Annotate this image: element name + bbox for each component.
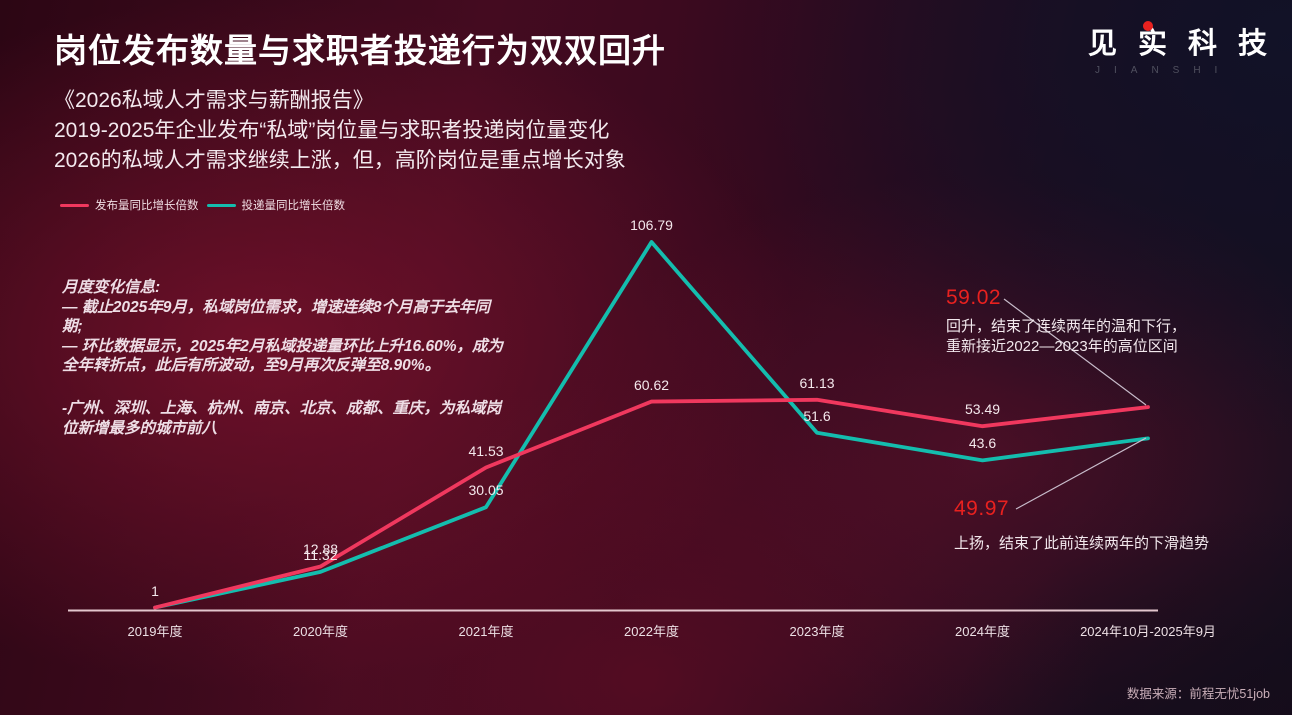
annotation-apply: 49.97 上扬，结束了此前连续两年的下滑趋势 [954,497,1209,554]
data-label: 43.6 [968,435,997,452]
logo-text: 见实科技 [1088,28,1289,60]
series-line-1 [153,240,1150,610]
x-tick-label: 2023年度 [789,624,845,639]
x-tick-label: 2021年度 [458,624,514,639]
cities-note: -广州、深圳、上海、杭州、南京、北京、成都、重庆，为私域岗位新增最多的城市前八 [62,400,502,437]
monthly-notes: 月度变化信息: — 截止2025年9月，私域岗位需求，增速连续8个月高于去年同期… [62,278,510,376]
annotation-publish: 59.02 回升，结束了连续两年的温和下行， 重新接近2022—2023年的高位… [946,286,1186,357]
subtitle-line-2: 2019-2025年企业发布“私域”岗位量与求职者投递岗位量变化 [54,119,610,142]
annotation-publish-text: 回升，结束了连续两年的温和下行， 重新接近2022—2023年的高位区间 [946,318,1187,355]
page-title: 岗位发布数量与求职者投递行为双双回升 [54,32,666,69]
data-label: 30.05 [468,482,504,499]
x-tick-label: 2022年度 [624,624,679,639]
data-label: 106.79 [630,217,673,234]
subtitle-line-1: 《2026私域人才需求与薪酬报告》 [54,89,374,112]
annotation-publish-value: 59.02 [946,286,1002,309]
x-tick-label: 2020年度 [293,624,348,639]
series-line-0 [153,397,1150,610]
legend-swatch-apply-icon [206,203,236,207]
x-tick-label: 2019年度 [127,624,183,639]
callout-line-publish [1003,298,1147,406]
subtitle-line-3: 2026的私域人才需求继续上涨，但，高阶岗位是重点增长对象 [54,149,626,172]
x-tick-label: 2024年度 [955,624,1010,639]
data-label: 51.6 [803,407,831,424]
data-label: 11.32 [303,546,338,563]
data-label: 53.49 [964,401,1001,418]
annotation-apply-value: 49.97 [954,497,1010,520]
monthly-notes-item-1: — 截止2025年9月，私域岗位需求，增速连续8个月高于去年同期; [62,298,491,336]
legend-item-apply: 投递量同比增长倍数 [206,197,346,213]
data-label: 61.13 [799,374,835,391]
data-label: 41.53 [468,442,504,459]
callout-line-apply [1015,437,1147,510]
subtitle-block: 《2026私域人才需求与薪酬报告》 2019-2025年企业发布“私域”岗位量与… [54,86,626,176]
monthly-notes-item-2: — 环比数据显示，2025年2月私域投递量环比上升16.60%，成为全年转折点，… [62,337,503,375]
data-label: 60.62 [633,376,670,393]
annotation-apply-text: 上扬，结束了此前连续两年的下滑趋势 [954,535,1210,552]
data-label: 1 [151,582,159,599]
monthly-notes-heading: 月度变化信息: [62,279,161,296]
logo-subtext: JIANSHI [1095,65,1232,76]
data-source: 数据来源：前程无忧51job [1126,687,1270,701]
data-label: 12.88 [302,541,339,558]
legend-label-publish: 发布量同比增长倍数 [95,200,199,212]
x-tick-label: 2024年10月-2025年9月 [1080,624,1216,639]
legend-item-publish: 发布量同比增长倍数 [60,197,199,213]
legend-swatch-publish-icon [60,203,89,207]
logo: 见实科技 JIANSHI [1088,20,1290,76]
legend-label-apply: 投递量同比增长倍数 [241,200,346,212]
logo-red-dot-icon [1143,21,1153,31]
chart-legend: 发布量同比增长倍数 投递量同比增长倍数 [60,197,345,213]
